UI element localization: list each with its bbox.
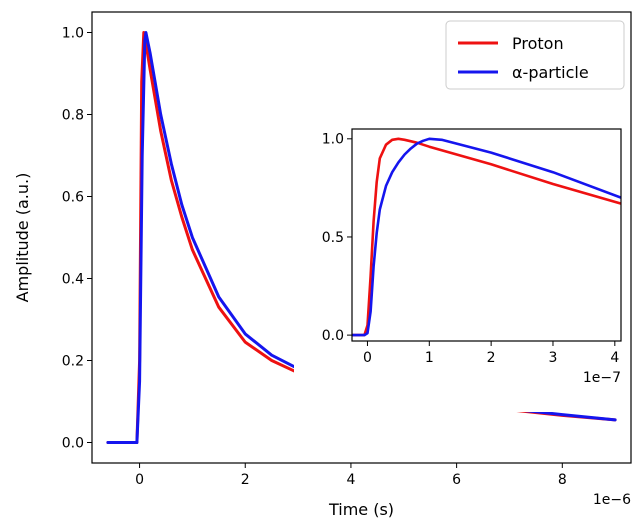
y-tick-label: 0.8: [62, 107, 84, 123]
inset-x-tick-label: 2: [487, 350, 496, 366]
x-tick-label: 6: [452, 472, 461, 488]
y-tick-label: 0.2: [62, 353, 84, 369]
main-plot: 0 2 4 6 8 0.0 0.2 0.4 0.6 0.8 1.0 1e−6 Time (s) Ampli…: [13, 11, 632, 519]
inset-axes-frame: [351, 128, 622, 342]
inset-y-tick-label: 1.0: [322, 132, 344, 148]
y-tick-label: 0.0: [62, 435, 84, 451]
x-axis-label: Time (s): [328, 500, 394, 519]
inset-x-tick-label: 0: [363, 350, 372, 366]
inset-x-tick-label: 4: [610, 350, 619, 366]
x-tick-label: 8: [558, 472, 567, 488]
legend-label-proton: Proton: [512, 34, 564, 53]
inset-plot: 0 1 2 3 4 0.0 0.5 1.0 1e−7: [294, 106, 626, 412]
inset-x-offset-label: 1e−7: [583, 370, 621, 386]
inset-series-group: [352, 137, 621, 337]
x-offset-label: 1e−6: [593, 492, 631, 508]
legend: Proton α-particle: [445, 20, 625, 90]
inset-y-tick-label: 0.5: [322, 230, 344, 246]
inset-y-tick-label: 0.0: [322, 328, 344, 344]
inset-background: [294, 106, 626, 412]
y-axis-label: Amplitude (a.u.): [13, 173, 32, 303]
x-tick-label: 4: [346, 472, 355, 488]
x-tick-label: 0: [135, 472, 144, 488]
legend-label-alpha: α-particle: [512, 63, 589, 82]
inset-series-line-proton: [352, 137, 621, 337]
y-tick-label: 0.6: [62, 189, 84, 205]
y-tick-label: 0.4: [62, 271, 84, 287]
y-tick-label: 1.0: [62, 25, 84, 41]
inset-x-tick-label: 1: [425, 350, 434, 366]
x-tick-label: 2: [241, 472, 250, 488]
inset-x-tick-label: 3: [549, 350, 558, 366]
axes-frame: [91, 11, 632, 464]
inset-series-line-alpha: [352, 137, 621, 337]
